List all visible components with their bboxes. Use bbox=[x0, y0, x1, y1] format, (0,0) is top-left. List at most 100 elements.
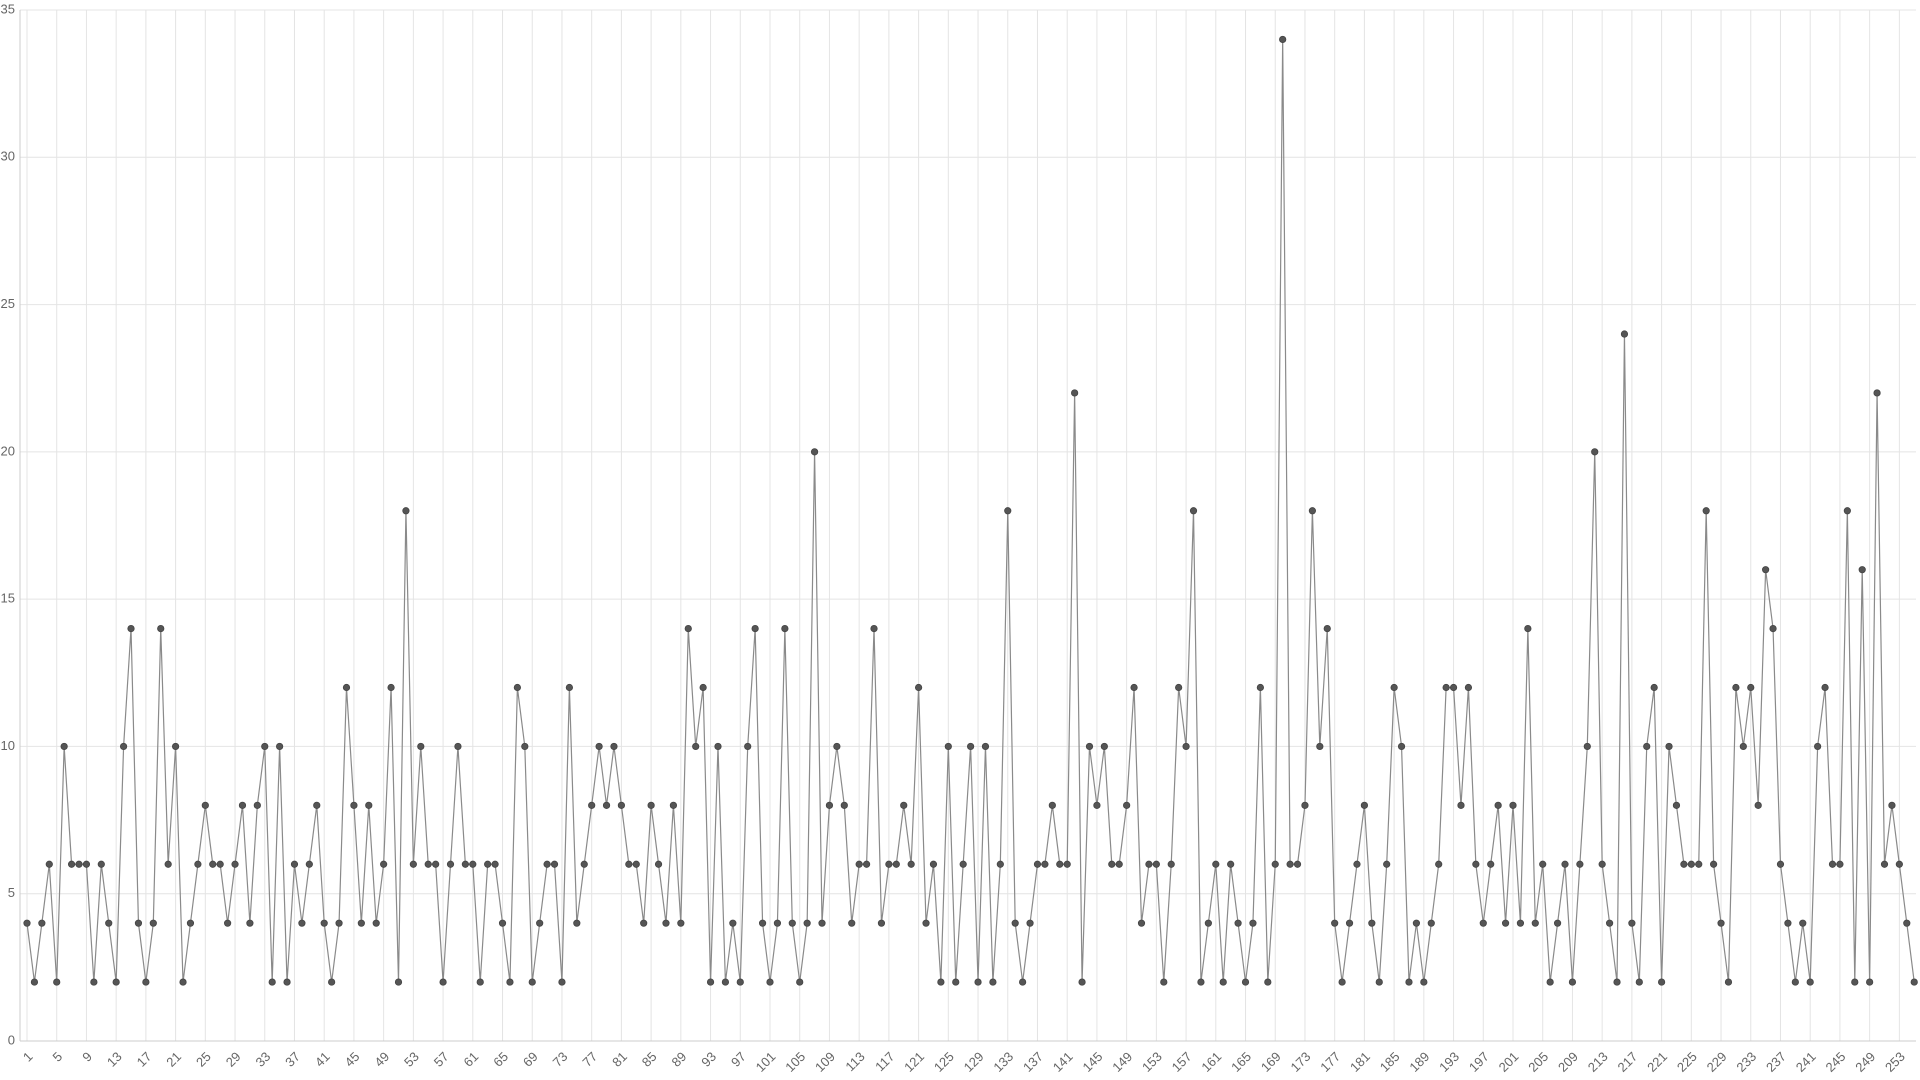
point bbox=[1397, 742, 1406, 751]
point bbox=[974, 978, 982, 986]
point bbox=[914, 683, 923, 692]
x-tick-label: 61 bbox=[461, 1049, 482, 1070]
x-tick-label: 221 bbox=[1644, 1049, 1670, 1075]
x-tick-label: 109 bbox=[812, 1049, 838, 1075]
point bbox=[952, 978, 960, 986]
x-tick-label: 217 bbox=[1614, 1049, 1640, 1075]
point bbox=[439, 978, 447, 986]
x-tick-label: 57 bbox=[431, 1049, 452, 1070]
point bbox=[1197, 978, 1205, 986]
point bbox=[1130, 683, 1138, 692]
x-tick-label: 189 bbox=[1406, 1049, 1432, 1075]
point bbox=[996, 860, 1004, 868]
point bbox=[1658, 978, 1666, 986]
point bbox=[1732, 683, 1740, 692]
point bbox=[172, 742, 180, 751]
point bbox=[75, 860, 83, 868]
point bbox=[1583, 742, 1591, 751]
point bbox=[1501, 919, 1510, 927]
point bbox=[1487, 860, 1495, 868]
point bbox=[1279, 35, 1287, 44]
point bbox=[1442, 683, 1450, 692]
point bbox=[1360, 801, 1369, 809]
x-tick-label: 181 bbox=[1347, 1049, 1373, 1075]
point bbox=[194, 860, 202, 868]
point bbox=[30, 978, 39, 986]
point bbox=[402, 507, 410, 515]
point bbox=[372, 919, 380, 927]
point bbox=[476, 978, 484, 986]
point bbox=[1390, 683, 1398, 692]
point bbox=[1189, 507, 1198, 515]
point bbox=[922, 919, 930, 927]
point bbox=[1628, 919, 1636, 927]
point bbox=[1561, 860, 1569, 868]
point bbox=[944, 742, 952, 751]
x-tick-label: 29 bbox=[223, 1049, 244, 1070]
x-tick-label: 49 bbox=[371, 1049, 392, 1070]
point bbox=[119, 742, 128, 751]
point bbox=[112, 978, 120, 986]
point bbox=[394, 978, 403, 986]
point bbox=[387, 683, 395, 692]
x-tick-label: 93 bbox=[698, 1049, 719, 1070]
x-tick-label: 245 bbox=[1823, 1049, 1849, 1075]
point bbox=[1791, 978, 1799, 986]
point bbox=[1026, 919, 1034, 927]
point bbox=[751, 624, 759, 633]
point bbox=[1152, 860, 1160, 868]
point bbox=[684, 624, 692, 633]
point bbox=[803, 919, 811, 927]
x-tick-label: 21 bbox=[163, 1049, 184, 1070]
x-tick-label: 145 bbox=[1080, 1049, 1106, 1075]
point bbox=[23, 919, 31, 927]
point bbox=[573, 919, 581, 927]
point bbox=[1219, 978, 1227, 986]
point bbox=[1301, 801, 1309, 809]
x-tick-label: 101 bbox=[753, 1049, 779, 1075]
point bbox=[38, 919, 46, 927]
point bbox=[1145, 860, 1153, 868]
point bbox=[1747, 683, 1755, 692]
point bbox=[1353, 860, 1361, 868]
point bbox=[1494, 801, 1502, 809]
point bbox=[528, 978, 536, 986]
x-tick-label: 169 bbox=[1258, 1049, 1284, 1075]
x-tick-label: 157 bbox=[1169, 1049, 1195, 1075]
point bbox=[1546, 978, 1554, 986]
point bbox=[610, 742, 618, 751]
point bbox=[669, 801, 678, 809]
point bbox=[729, 919, 737, 927]
x-tick-label: 165 bbox=[1228, 1049, 1254, 1075]
x-tick-label: 37 bbox=[282, 1049, 303, 1070]
point bbox=[365, 801, 373, 809]
point bbox=[840, 801, 848, 809]
point bbox=[97, 860, 105, 868]
point bbox=[1435, 860, 1443, 868]
point bbox=[1293, 860, 1302, 868]
point bbox=[1821, 683, 1829, 692]
point bbox=[224, 919, 232, 927]
point bbox=[276, 742, 284, 751]
point bbox=[1687, 860, 1695, 868]
point bbox=[714, 742, 722, 751]
x-tick-label: 225 bbox=[1674, 1049, 1700, 1075]
point bbox=[647, 801, 655, 809]
x-tick-label: 241 bbox=[1793, 1049, 1819, 1075]
point bbox=[706, 978, 715, 986]
point bbox=[454, 742, 462, 751]
point bbox=[1271, 860, 1279, 868]
point bbox=[1464, 683, 1473, 692]
point bbox=[699, 683, 707, 692]
x-tick-label: 129 bbox=[961, 1049, 987, 1075]
point bbox=[342, 683, 351, 692]
point bbox=[1331, 919, 1339, 927]
x-tick-label: 5 bbox=[50, 1049, 66, 1065]
point bbox=[1680, 860, 1688, 868]
y-tick-label: 10 bbox=[1, 738, 15, 753]
point bbox=[1776, 860, 1785, 868]
point bbox=[1048, 801, 1056, 809]
point bbox=[766, 978, 774, 986]
point bbox=[1457, 801, 1465, 809]
point bbox=[1375, 978, 1383, 986]
